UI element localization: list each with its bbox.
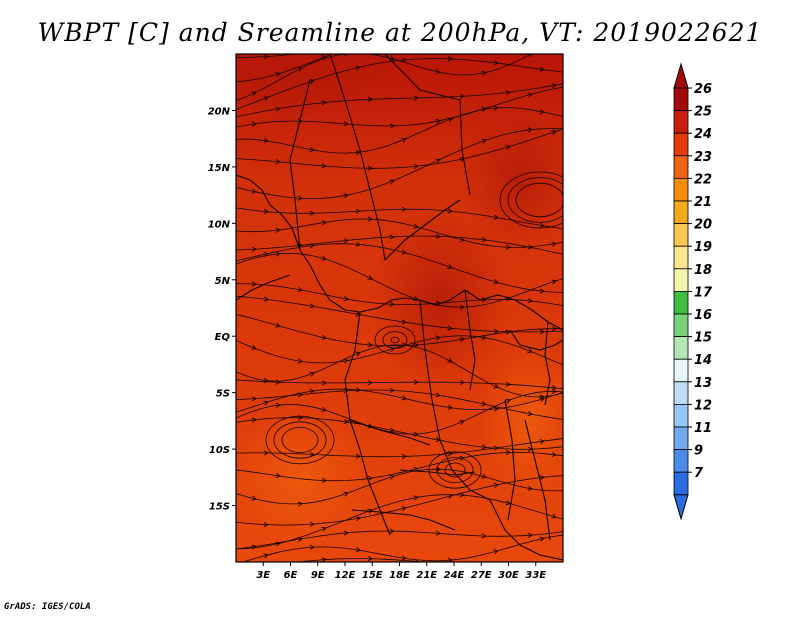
colorbar-label: 15 bbox=[694, 331, 712, 346]
colorbar-swatch bbox=[673, 268, 689, 292]
latitude-axis: 20N 15N 10N 5N EQ 5S 10S 15S bbox=[208, 106, 236, 513]
lon-tick-label: 15E bbox=[362, 570, 383, 581]
lon-tick-label: 27E bbox=[471, 570, 492, 581]
colorbar-swatch bbox=[673, 403, 689, 428]
map-plot-area bbox=[236, 54, 563, 562]
streamlines bbox=[236, 54, 563, 562]
colorbar-label: 18 bbox=[694, 263, 712, 278]
colorbar-label: 13 bbox=[694, 376, 712, 391]
colorbar-swatch bbox=[673, 155, 689, 179]
colorbar-label: 23 bbox=[694, 150, 712, 165]
colorbar-swatch bbox=[673, 336, 689, 360]
colorbar-swatch bbox=[673, 110, 689, 134]
colorbar-swatch bbox=[673, 245, 689, 270]
colorbar-swatch bbox=[673, 87, 689, 112]
lon-tick-label: 21E bbox=[416, 570, 437, 581]
colorbar-label: 17 bbox=[694, 285, 713, 300]
colorbar-swatch bbox=[673, 290, 689, 315]
credit-text: GrADS: IGES/COLA bbox=[4, 602, 91, 612]
colorbar-label: 25 bbox=[694, 105, 712, 120]
colorbar-swatch bbox=[673, 381, 689, 405]
colorbar-label: 21 bbox=[694, 195, 712, 210]
colorbar-swatch bbox=[673, 358, 689, 383]
colorbar-label: 9 bbox=[694, 444, 703, 459]
colorbar-swatch bbox=[673, 177, 689, 202]
colorbar-swatch bbox=[673, 132, 689, 157]
colorbar-top-arrow bbox=[673, 62, 689, 89]
chart-title: WBPT [C] and Sreamline at 200hPa, VT: 20… bbox=[37, 18, 763, 47]
colorbar-swatch bbox=[673, 200, 689, 225]
lat-tick-label: 5S bbox=[216, 389, 230, 400]
lat-tick-label: 10S bbox=[209, 445, 230, 456]
colorbar-label: 14 bbox=[694, 353, 712, 368]
lat-tick-label: 15N bbox=[208, 163, 231, 174]
lon-tick-label: 12E bbox=[335, 570, 356, 581]
colorbar-label: 12 bbox=[694, 398, 712, 413]
colorbar-label: 20 bbox=[694, 218, 712, 233]
lat-tick-label: 15S bbox=[209, 502, 230, 513]
colorbar-label: 26 bbox=[694, 82, 712, 97]
country-borders bbox=[236, 54, 563, 561]
lon-tick-label: 30E bbox=[498, 570, 519, 581]
lon-tick-label: 9E bbox=[311, 570, 325, 581]
colorbar-bottom-arrow bbox=[673, 494, 689, 521]
colorbar-label: 7 bbox=[694, 466, 704, 481]
colorbar-label: 19 bbox=[694, 240, 712, 255]
colorbar-swatch bbox=[673, 223, 689, 247]
lon-tick-label: 24E bbox=[444, 570, 465, 581]
lon-tick-label: 33E bbox=[525, 570, 546, 581]
colorbar-swatch bbox=[673, 471, 689, 496]
colorbar-label: 22 bbox=[694, 172, 712, 187]
lon-tick-label: 6E bbox=[284, 570, 298, 581]
lat-tick-label: EQ bbox=[215, 332, 231, 343]
longitude-axis: 3E 6E 9E 12E 15E 18E 21E 24E 27E 30E 33E bbox=[256, 562, 546, 581]
lat-tick-label: 10N bbox=[208, 219, 231, 230]
colorbar-label: 24 bbox=[694, 127, 712, 142]
colorbar-swatch bbox=[673, 313, 689, 338]
lon-tick-label: 18E bbox=[389, 570, 410, 581]
colorbar-swatch bbox=[673, 449, 689, 473]
lat-tick-label: 20N bbox=[208, 106, 231, 117]
colorbar-label: 11 bbox=[694, 421, 712, 436]
lat-tick-label: 5N bbox=[215, 276, 231, 287]
colorbar-label: 16 bbox=[694, 308, 712, 323]
lon-tick-label: 3E bbox=[256, 570, 270, 581]
colorbar-swatch bbox=[673, 426, 689, 451]
colorbar-legend: 26 25 24 23 22 21 20 19 18 17 16 15 14 13 12 11 9 7 bbox=[673, 62, 713, 521]
